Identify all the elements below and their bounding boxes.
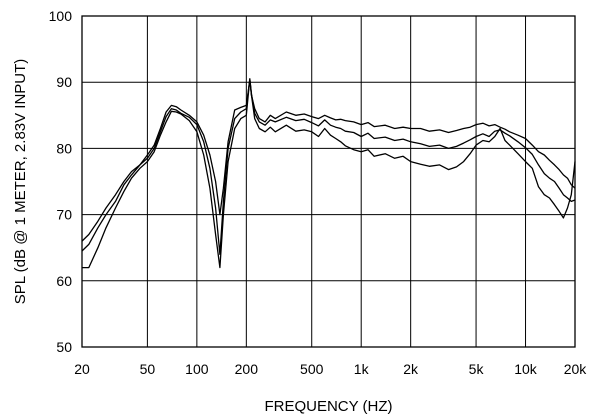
x-tick-labels: 20 50 100 200 500 1k 2k 5k 10k 20k [74, 361, 587, 377]
x-tick-label: 200 [235, 361, 259, 377]
y-tick-label: 90 [56, 74, 72, 90]
x-tick-label: 20 [74, 361, 90, 377]
y-tick-label: 50 [56, 339, 72, 355]
series-line-3 [82, 78, 576, 269]
series-lines [81, 78, 576, 269]
x-tick-label: 10k [514, 361, 538, 377]
series-line-2 [81, 78, 576, 255]
x-tick-label: 2k [403, 361, 419, 377]
y-tick-label: 80 [56, 140, 72, 156]
y-tick-label: 70 [56, 207, 72, 223]
x-tick-label: 5k [469, 361, 485, 377]
y-tick-labels: 50 60 70 80 90 100 [49, 8, 73, 355]
x-axis-title: FREQUENCY (HZ) [264, 398, 392, 415]
series-line-1 [81, 79, 576, 242]
x-tick-label: 50 [140, 361, 156, 377]
y-tick-label: 100 [49, 8, 73, 24]
plot-frame [81, 15, 576, 348]
y-axis-title: SPL (dB @ 1 METER, 2.83V INPUT) [12, 59, 29, 305]
x-tick-label: 500 [300, 361, 324, 377]
y-tick-label: 60 [56, 273, 72, 289]
x-tick-label: 1k [354, 361, 370, 377]
x-tick-label: 100 [185, 361, 209, 377]
x-tick-label: 20k [564, 361, 588, 377]
grid-lines [81, 15, 576, 348]
